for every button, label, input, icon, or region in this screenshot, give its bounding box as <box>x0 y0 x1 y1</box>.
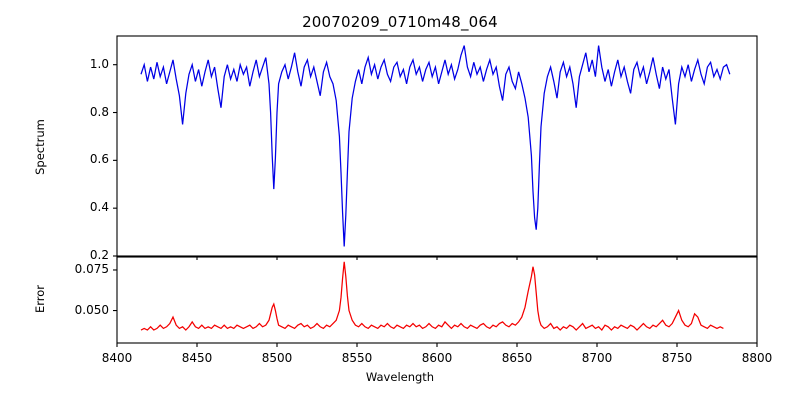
x-axis-label: Wavelength <box>365 370 435 384</box>
tick-label: 8450 <box>181 351 213 365</box>
tick-label: 0.6 <box>89 152 109 167</box>
tick-label: 0.075 <box>74 261 109 276</box>
tick-label: 0.8 <box>89 104 109 119</box>
tick-label: 0.4 <box>89 200 109 215</box>
tick-label: 8650 <box>501 351 533 365</box>
tick-label: 8600 <box>421 351 453 365</box>
tick-label: 8700 <box>581 351 613 365</box>
tick-label: 8750 <box>661 351 693 365</box>
tick-label: 8550 <box>341 351 373 365</box>
tick-label: 8400 <box>101 351 133 365</box>
tick-label: 1.0 <box>89 56 109 71</box>
spectrum-data-line <box>140 45 731 247</box>
tick-label: 8800 <box>741 351 773 365</box>
chart-title: 20070209_0710m48_064 <box>302 13 498 31</box>
tick-label: 0.2 <box>89 248 109 262</box>
tick-label: 0.050 <box>74 302 109 317</box>
tick-label: 8500 <box>261 351 293 365</box>
error-data-line <box>140 261 724 332</box>
